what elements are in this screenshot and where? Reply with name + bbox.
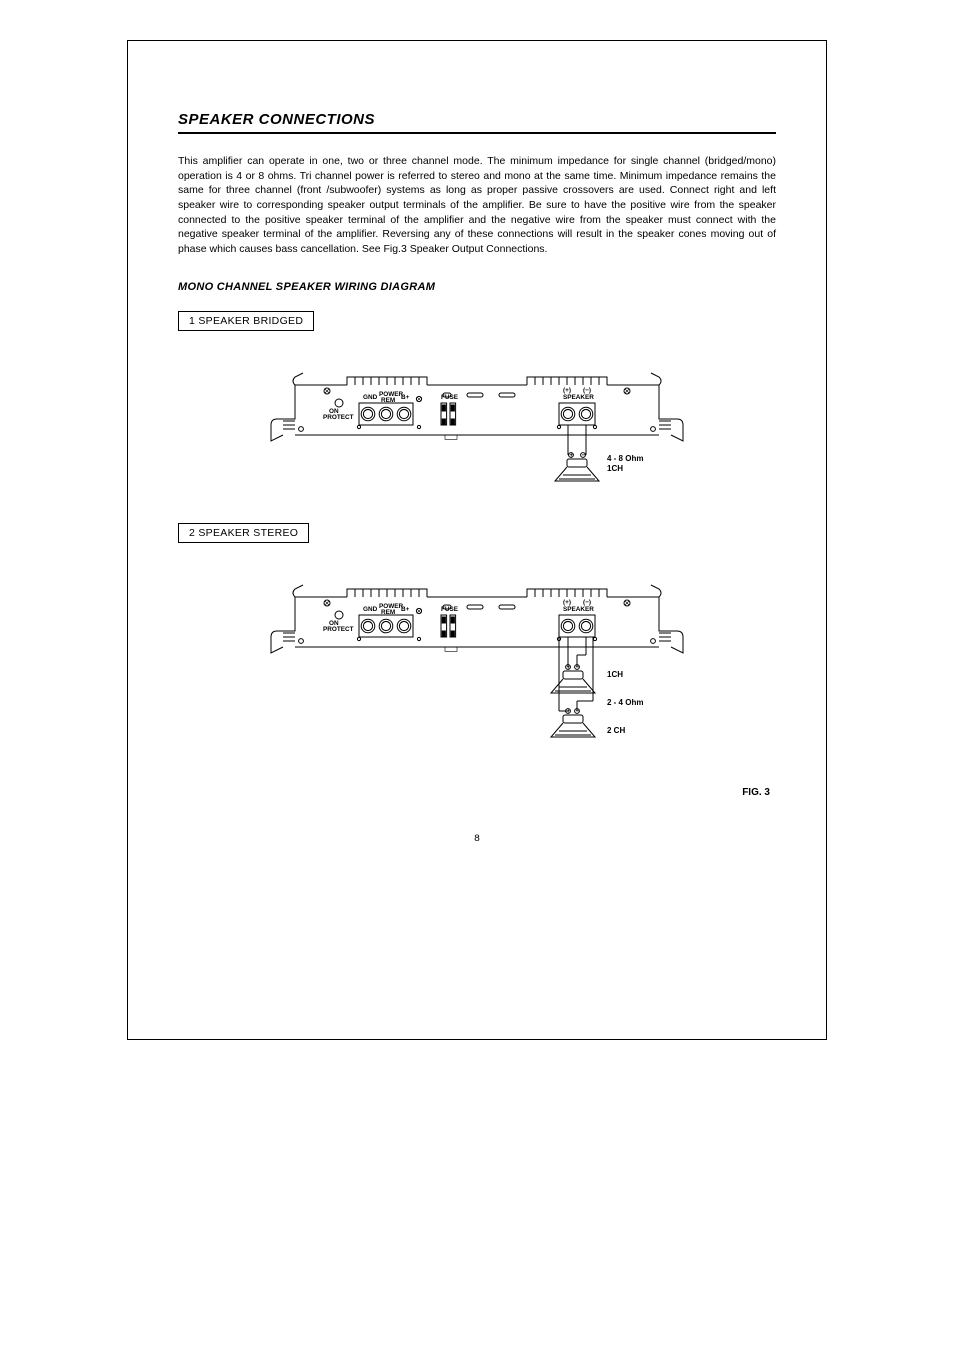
svg-text:+: + (569, 452, 573, 459)
diagram-1-block: 1 SPEAKER BRIDGED (178, 311, 776, 505)
page-number: 8 (178, 834, 776, 845)
label-speaker: SPEAKER (563, 394, 594, 401)
label-protect: PROTECT (323, 414, 354, 421)
label-plus: (+) (563, 387, 571, 394)
page: SPEAKER CONNECTIONS This amplifier can o… (127, 40, 827, 1040)
label-bplus: B+ (401, 394, 410, 401)
annotation-ch1-2: 1CH (607, 670, 623, 679)
svg-text:POWERREM: POWERREM (379, 391, 404, 404)
sub-title: MONO CHANNEL SPEAKER WIRING DIAGRAM (178, 281, 776, 293)
svg-text:(−): (−) (583, 599, 591, 606)
diagram-2-block: 2 SPEAKER STEREO (178, 523, 776, 757)
section-title: SPEAKER CONNECTIONS (178, 111, 776, 134)
svg-text:(+): (+) (563, 599, 571, 606)
diagram-1: GND POWERREM B+ FUSE SPEAKER (+) (−) ON … (178, 345, 776, 505)
annotation-ch-1: 1CH (607, 464, 623, 473)
svg-text:+: + (566, 664, 570, 671)
svg-text:B+: B+ (401, 606, 410, 613)
svg-text:−: − (582, 452, 586, 459)
svg-text:FUSE: FUSE (441, 606, 459, 613)
label-minus: (−) (583, 387, 591, 394)
svg-text:PROTECT: PROTECT (323, 626, 354, 633)
svg-text:GND: GND (363, 606, 378, 613)
annotation-ohm-1: 4 - 8 Ohm (607, 454, 643, 463)
annotation-ohm-2: 2 - 4 Ohm (607, 698, 643, 707)
body-paragraph: This amplifier can operate in one, two o… (178, 154, 776, 257)
svg-text:−: − (576, 664, 580, 671)
svg-text:−: − (576, 708, 580, 715)
diagram-1-label: 1 SPEAKER BRIDGED (178, 311, 314, 331)
svg-text:POWERREM: POWERREM (379, 603, 404, 616)
figure-label: FIG. 3 (178, 787, 776, 798)
amplifier-diagram-2: GND POWERREM B+ FUSE SPEAKER (+) (−) ON … (267, 557, 687, 757)
svg-text:+: + (566, 708, 570, 715)
label-gnd: GND (363, 394, 378, 401)
diagram-2: GND POWERREM B+ FUSE SPEAKER (+) (−) ON … (178, 557, 776, 757)
label-fuse: FUSE (441, 394, 459, 401)
svg-text:SPEAKER: SPEAKER (563, 606, 594, 613)
amplifier-diagram-1: GND POWERREM B+ FUSE SPEAKER (+) (−) ON … (267, 345, 687, 505)
diagram-2-label: 2 SPEAKER STEREO (178, 523, 309, 543)
annotation-ch2-2: 2 CH (607, 726, 625, 735)
